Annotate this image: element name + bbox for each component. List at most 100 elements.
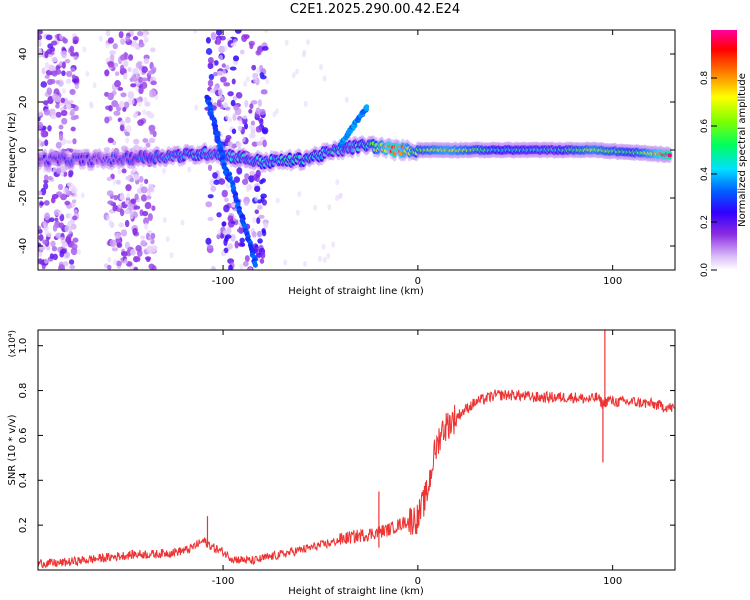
heatmap-cell <box>256 217 261 225</box>
heatmap-cell <box>229 66 237 71</box>
heatmap-cell <box>44 212 51 221</box>
heatmap-cell <box>252 262 258 268</box>
colorbar <box>711 30 737 270</box>
heatmap-cell <box>205 201 213 208</box>
x-tick-label: -100 <box>212 576 235 587</box>
heatmap-cell <box>71 223 77 230</box>
heatmap-cell <box>221 189 228 198</box>
colorbar-label: Normalized spectral amplitude <box>737 73 748 227</box>
heatmap-cell <box>123 258 128 265</box>
heatmap-cell <box>55 141 62 149</box>
heatmap-cell <box>48 217 55 223</box>
snr-chart: 0.2 0.4 0.6 0.8 1.0 -100 0 100 Height of strai… <box>7 329 676 597</box>
heatmap-cell <box>259 72 265 78</box>
heatmap-cell <box>218 45 226 54</box>
heatmap-cell <box>135 72 140 79</box>
heatmap-cell <box>68 259 75 265</box>
heatmap-cell <box>105 30 111 37</box>
heatmap-cell <box>249 170 256 176</box>
heatmap-cell <box>244 173 250 180</box>
heatmap-cell <box>254 195 259 202</box>
heatmap-cell <box>66 103 72 109</box>
heatmap-cell <box>231 128 237 135</box>
heatmap-cell <box>136 31 144 37</box>
heatmap-cell <box>120 229 128 237</box>
heatmap-cell <box>258 214 265 219</box>
heatmap-cell <box>150 80 157 86</box>
x-tick-label: 100 <box>603 576 622 587</box>
heatmap-cell <box>275 197 280 204</box>
heatmap-cell <box>43 182 49 190</box>
heatmap-cell <box>261 228 266 234</box>
heatmap-cell <box>223 82 231 87</box>
heatmap-cell <box>113 194 119 201</box>
heatmap-cell <box>119 124 125 132</box>
heatmap-cell <box>244 255 250 263</box>
heatmap-cell <box>207 216 214 222</box>
heatmap-cell <box>69 45 75 53</box>
heatmap-cell <box>248 124 256 130</box>
heatmap-cell <box>44 62 49 70</box>
heatmap-cell <box>144 201 152 210</box>
heatmap-cell <box>255 49 262 56</box>
heatmap-cell <box>50 114 57 120</box>
heatmap-cell <box>42 154 47 159</box>
heatmap-cell <box>117 86 124 91</box>
heatmap-cell <box>147 236 152 243</box>
heatmap-cell <box>221 69 226 76</box>
heatmap-cell <box>126 192 131 199</box>
heatmap-cell <box>148 112 155 119</box>
heatmap-cell <box>70 126 76 132</box>
heatmap-cell <box>210 265 216 270</box>
heatmap-cell <box>107 37 114 44</box>
heatmap-cell <box>264 30 269 34</box>
heatmap-cell <box>55 232 62 239</box>
heatmap-cell <box>225 114 230 121</box>
heatmap-cell <box>245 186 250 193</box>
heatmap-cell <box>227 243 233 250</box>
heatmap-cell <box>133 138 140 145</box>
heatmap-cell <box>69 264 76 270</box>
x-axis: -100 0 100 <box>212 330 622 587</box>
heatmap-cell <box>256 141 263 146</box>
heatmap-cell <box>142 210 149 217</box>
heatmap-cell <box>147 70 153 75</box>
heatmap-cell <box>284 39 289 46</box>
heatmap-cell <box>233 176 241 184</box>
heatmap-cell <box>128 54 134 61</box>
snr-spikes <box>206 330 606 548</box>
heatmap-cell <box>364 104 370 110</box>
heatmap-cell <box>39 201 45 206</box>
heatmap-cell <box>52 224 58 232</box>
colorbar-tick-label: 0.4 <box>700 167 710 182</box>
heatmap-cell <box>62 171 68 177</box>
heatmap-cell <box>259 258 265 264</box>
heatmap-cell <box>59 250 65 258</box>
heatmap-cell <box>115 260 122 267</box>
heatmap-cell <box>149 89 157 97</box>
heatmap-cell <box>125 175 131 181</box>
heatmap-cell <box>107 264 112 270</box>
heatmap-cell <box>76 248 81 255</box>
heatmap-cell <box>256 199 263 204</box>
heatmap-cell <box>124 131 131 137</box>
heatmap-cell <box>130 98 135 105</box>
heatmap-cell <box>318 64 323 71</box>
heatmap-cell <box>230 99 236 107</box>
heatmap-cell <box>238 118 243 125</box>
y-tick-label: 40 <box>18 48 29 61</box>
heatmap-cell <box>65 78 72 84</box>
heatmap-cell <box>129 177 135 183</box>
heatmap-cell <box>44 74 50 79</box>
heatmap-cell <box>120 92 127 98</box>
heatmap-cell <box>143 37 148 44</box>
heatmap-cell <box>64 225 69 233</box>
plot-frame <box>37 329 676 571</box>
heatmap-cell <box>220 250 225 257</box>
heatmap-cell <box>261 46 269 51</box>
heatmap-cell <box>239 237 245 244</box>
heatmap-cell <box>55 68 62 75</box>
heatmap-cell <box>127 91 135 100</box>
heatmap-cell <box>44 257 49 264</box>
heatmap-cell <box>148 137 156 144</box>
